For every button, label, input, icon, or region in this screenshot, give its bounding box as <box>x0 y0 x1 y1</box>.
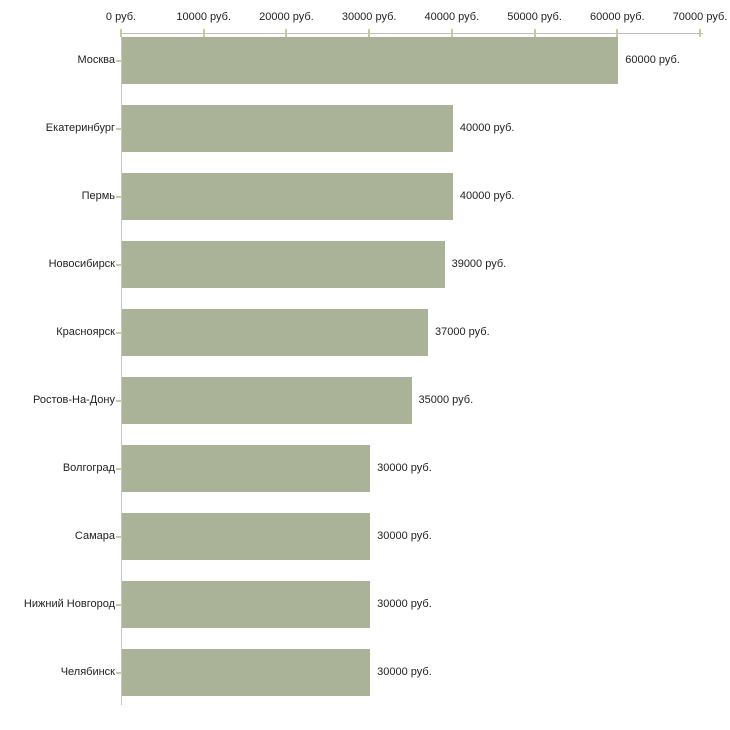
y-axis-tick-mark <box>116 467 121 470</box>
value-label: 39000 руб. <box>451 257 507 270</box>
x-axis-tick-mark <box>120 29 122 37</box>
category-label: Красноярск <box>56 325 115 338</box>
y-axis-line <box>121 33 122 705</box>
y-axis-tick-mark <box>116 127 121 130</box>
y-axis-tick-mark <box>116 263 121 266</box>
category-label: Екатеринбург <box>45 121 115 134</box>
category-label: Волгоград <box>62 461 115 474</box>
x-axis-tick-mark <box>533 29 536 37</box>
x-axis-tick-mark <box>699 29 701 37</box>
x-axis-tick-label: 70000 руб. <box>672 11 728 23</box>
value-label: 30000 руб. <box>377 529 432 542</box>
y-axis-tick-mark <box>116 331 121 334</box>
value-label: 30000 руб. <box>377 665 432 678</box>
bar <box>122 36 619 84</box>
value-label: 40000 руб. <box>459 121 515 134</box>
y-axis-tick-mark <box>116 59 121 62</box>
y-axis-tick-mark <box>116 671 121 674</box>
y-axis-tick-mark <box>116 195 121 198</box>
bar <box>122 376 412 424</box>
value-label: 60000 руб. <box>625 53 680 66</box>
category-label: Пермь <box>81 189 115 202</box>
y-axis-tick-mark <box>116 603 121 606</box>
x-axis-tick-label: 60000 руб. <box>589 11 645 23</box>
value-label: 37000 руб. <box>435 325 490 338</box>
bar <box>122 240 445 288</box>
value-label: 30000 руб. <box>377 597 432 610</box>
x-axis-tick-label: 40000 руб. <box>424 11 480 23</box>
x-axis-tick-label: 20000 руб. <box>259 11 314 23</box>
category-label: Москва <box>77 53 115 66</box>
x-axis-tick-label: 50000 руб. <box>507 11 562 23</box>
bar <box>122 104 453 152</box>
x-axis-tick-mark <box>368 29 371 37</box>
x-axis-tick-mark <box>616 29 619 37</box>
x-axis-tick-label: 10000 руб. <box>176 11 232 23</box>
bar <box>122 172 453 220</box>
y-axis-tick-mark <box>116 399 121 402</box>
x-axis-line <box>121 33 703 34</box>
bar <box>122 444 371 492</box>
value-label: 40000 руб. <box>459 189 515 202</box>
category-label: Новосибирск <box>48 257 115 270</box>
category-label: Ростов-На-Дону <box>32 393 115 406</box>
bar <box>122 512 371 560</box>
bar <box>122 648 371 696</box>
x-axis-tick-mark <box>202 29 205 37</box>
bar <box>122 580 371 628</box>
value-label: 30000 руб. <box>377 461 432 474</box>
x-axis-tick-mark <box>450 29 453 37</box>
y-axis-tick-mark <box>116 535 121 538</box>
x-axis-tick-label: 30000 руб. <box>341 11 397 23</box>
category-label: Челябинск <box>60 665 115 678</box>
category-label: Самара <box>74 529 115 542</box>
bar <box>122 308 429 356</box>
value-label: 35000 руб. <box>418 393 474 406</box>
category-label: Нижний Новгород <box>23 597 115 610</box>
x-axis-tick-label: 0 руб. <box>105 11 137 23</box>
x-axis-tick-mark <box>285 29 288 37</box>
